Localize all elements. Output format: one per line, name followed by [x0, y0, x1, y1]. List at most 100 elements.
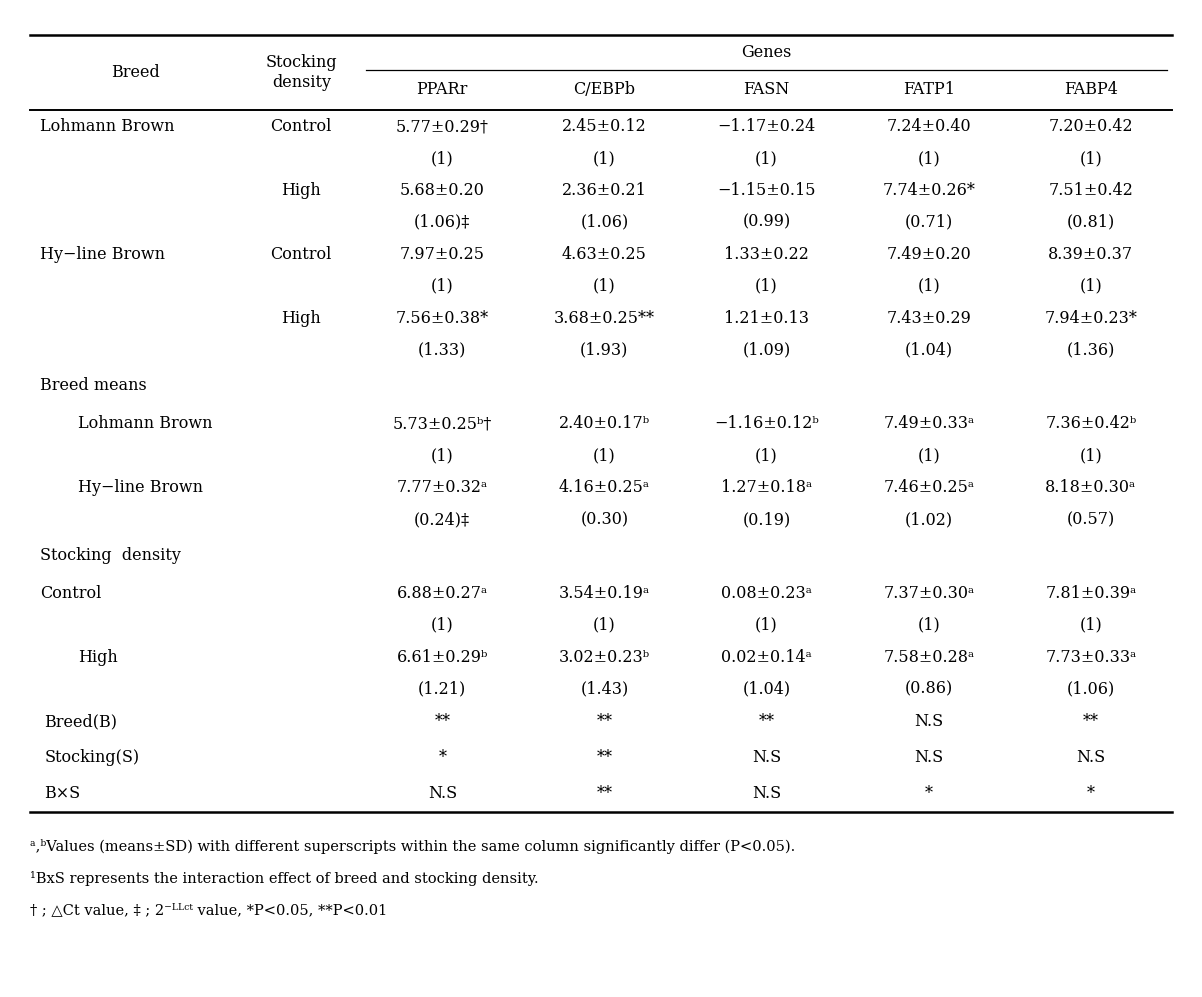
Text: **: ** [596, 749, 613, 767]
Text: 7.51±0.42: 7.51±0.42 [1048, 181, 1133, 199]
Text: (1): (1) [1079, 150, 1102, 167]
Text: PPARr: PPARr [417, 82, 468, 99]
Text: (1): (1) [917, 150, 940, 167]
Text: **: ** [758, 713, 774, 731]
Text: (1): (1) [430, 616, 453, 634]
Text: (1): (1) [1079, 616, 1102, 634]
Text: (0.24)‡: (0.24)‡ [415, 510, 470, 528]
Text: (0.57): (0.57) [1066, 510, 1115, 528]
Text: N.S: N.S [752, 749, 781, 767]
Text: N.S: N.S [915, 749, 944, 767]
Text: Control: Control [270, 245, 332, 263]
Text: (1): (1) [430, 277, 453, 295]
Text: (0.30): (0.30) [581, 510, 629, 528]
Text: 7.81±0.39ᵃ: 7.81±0.39ᵃ [1046, 584, 1137, 602]
Text: 4.63±0.25: 4.63±0.25 [563, 245, 647, 263]
Text: (1): (1) [1079, 447, 1102, 465]
Text: 2.40±0.17ᵇ: 2.40±0.17ᵇ [559, 415, 650, 433]
Text: 6.61±0.29ᵇ: 6.61±0.29ᵇ [397, 648, 488, 666]
Text: 2.45±0.12: 2.45±0.12 [563, 118, 647, 136]
Text: Hy−line Brown: Hy−line Brown [40, 245, 165, 263]
Text: High: High [78, 648, 118, 666]
Text: (1.06): (1.06) [581, 213, 629, 231]
Text: 7.36±0.42ᵇ: 7.36±0.42ᵇ [1046, 415, 1137, 433]
Text: (1): (1) [430, 447, 453, 465]
Text: Breed: Breed [112, 64, 160, 81]
Text: (1): (1) [917, 277, 940, 295]
Text: (1): (1) [755, 616, 778, 634]
Text: Control: Control [270, 118, 332, 136]
Text: 0.02±0.14ᵃ: 0.02±0.14ᵃ [721, 648, 811, 666]
Text: 5.77±0.29†: 5.77±0.29† [395, 118, 489, 136]
Text: (1.33): (1.33) [418, 341, 466, 359]
Text: FASN: FASN [744, 82, 790, 99]
Text: 7.56±0.38*: 7.56±0.38* [395, 309, 489, 327]
Text: High: High [281, 181, 321, 199]
Text: 7.49±0.20: 7.49±0.20 [886, 245, 971, 263]
Text: 3.54±0.19ᵃ: 3.54±0.19ᵃ [559, 584, 650, 602]
Text: † ; △Ct value, ‡ ; 2⁻ᴸᴸᶜᵗ value, *P<0.05, **P<0.01: † ; △Ct value, ‡ ; 2⁻ᴸᴸᶜᵗ value, *P<0.05… [30, 903, 387, 917]
Text: 7.49±0.33ᵃ: 7.49±0.33ᵃ [883, 415, 975, 433]
Text: (0.71): (0.71) [905, 213, 953, 231]
Text: 0.08±0.23ᵃ: 0.08±0.23ᵃ [721, 584, 813, 602]
Text: 4.16±0.25ᵃ: 4.16±0.25ᵃ [559, 479, 650, 497]
Text: (1): (1) [755, 277, 778, 295]
Text: Control: Control [40, 584, 101, 602]
Text: (1.09): (1.09) [743, 341, 791, 359]
Text: **: ** [1083, 713, 1099, 731]
Text: (1.06)‡: (1.06)‡ [413, 213, 470, 231]
Text: Stocking(S): Stocking(S) [44, 749, 139, 767]
Text: ᵃ,ᵇValues (means±SD) with different superscripts within the same column signific: ᵃ,ᵇValues (means±SD) with different supe… [30, 839, 796, 854]
Text: (1): (1) [430, 150, 453, 167]
Text: (1): (1) [755, 150, 778, 167]
Text: (1.36): (1.36) [1066, 341, 1115, 359]
Text: 7.20±0.42: 7.20±0.42 [1048, 118, 1133, 136]
Text: 8.39±0.37: 8.39±0.37 [1048, 245, 1133, 263]
Text: *: * [1087, 785, 1095, 803]
Text: Lohmann Brown: Lohmann Brown [78, 415, 213, 433]
Text: N.S: N.S [915, 713, 944, 731]
Text: (1): (1) [593, 616, 615, 634]
Text: 7.46±0.25ᵃ: 7.46±0.25ᵃ [883, 479, 975, 497]
Text: *: * [439, 749, 446, 767]
Text: **: ** [434, 713, 451, 731]
Text: (1.02): (1.02) [905, 510, 953, 528]
Text: FATP1: FATP1 [903, 82, 954, 99]
Text: 7.77±0.32ᵃ: 7.77±0.32ᵃ [397, 479, 488, 497]
Text: 7.24±0.40: 7.24±0.40 [886, 118, 971, 136]
Text: (1): (1) [593, 447, 615, 465]
Text: −1.15±0.15: −1.15±0.15 [718, 181, 816, 199]
Text: 3.02±0.23ᵇ: 3.02±0.23ᵇ [559, 648, 650, 666]
Text: Stocking
density: Stocking density [266, 54, 337, 91]
Text: (1): (1) [1079, 277, 1102, 295]
Text: Breed means: Breed means [40, 377, 147, 395]
Text: 7.97±0.25: 7.97±0.25 [400, 245, 484, 263]
Text: 7.73±0.33ᵃ: 7.73±0.33ᵃ [1046, 648, 1137, 666]
Text: Breed(B): Breed(B) [44, 713, 118, 731]
Text: 7.74±0.26*: 7.74±0.26* [882, 181, 975, 199]
Text: (0.19): (0.19) [743, 510, 791, 528]
Text: (1.04): (1.04) [743, 680, 791, 698]
Text: −1.17±0.24: −1.17±0.24 [718, 118, 816, 136]
Text: (1): (1) [593, 150, 615, 167]
Text: FABP4: FABP4 [1064, 82, 1118, 99]
Text: 7.94±0.23*: 7.94±0.23* [1045, 309, 1137, 327]
Text: (1.06): (1.06) [1066, 680, 1115, 698]
Text: (1.21): (1.21) [418, 680, 466, 698]
Text: 7.58±0.28ᵃ: 7.58±0.28ᵃ [883, 648, 975, 666]
Text: (1): (1) [917, 616, 940, 634]
Text: 1.21±0.13: 1.21±0.13 [724, 309, 809, 327]
Text: (0.99): (0.99) [743, 213, 791, 231]
Text: (1): (1) [755, 447, 778, 465]
Text: C/EBPb: C/EBPb [573, 82, 636, 99]
Text: 1.27±0.18ᵃ: 1.27±0.18ᵃ [721, 479, 813, 497]
Text: 6.88±0.27ᵃ: 6.88±0.27ᵃ [397, 584, 488, 602]
Text: 7.37±0.30ᵃ: 7.37±0.30ᵃ [883, 584, 975, 602]
Text: (1.93): (1.93) [581, 341, 629, 359]
Text: Lohmann Brown: Lohmann Brown [40, 118, 174, 136]
Text: 3.68±0.25**: 3.68±0.25** [554, 309, 655, 327]
Text: N.S: N.S [1076, 749, 1106, 767]
Text: (1.43): (1.43) [581, 680, 629, 698]
Text: 5.68±0.20: 5.68±0.20 [400, 181, 484, 199]
Text: N.S: N.S [428, 785, 457, 803]
